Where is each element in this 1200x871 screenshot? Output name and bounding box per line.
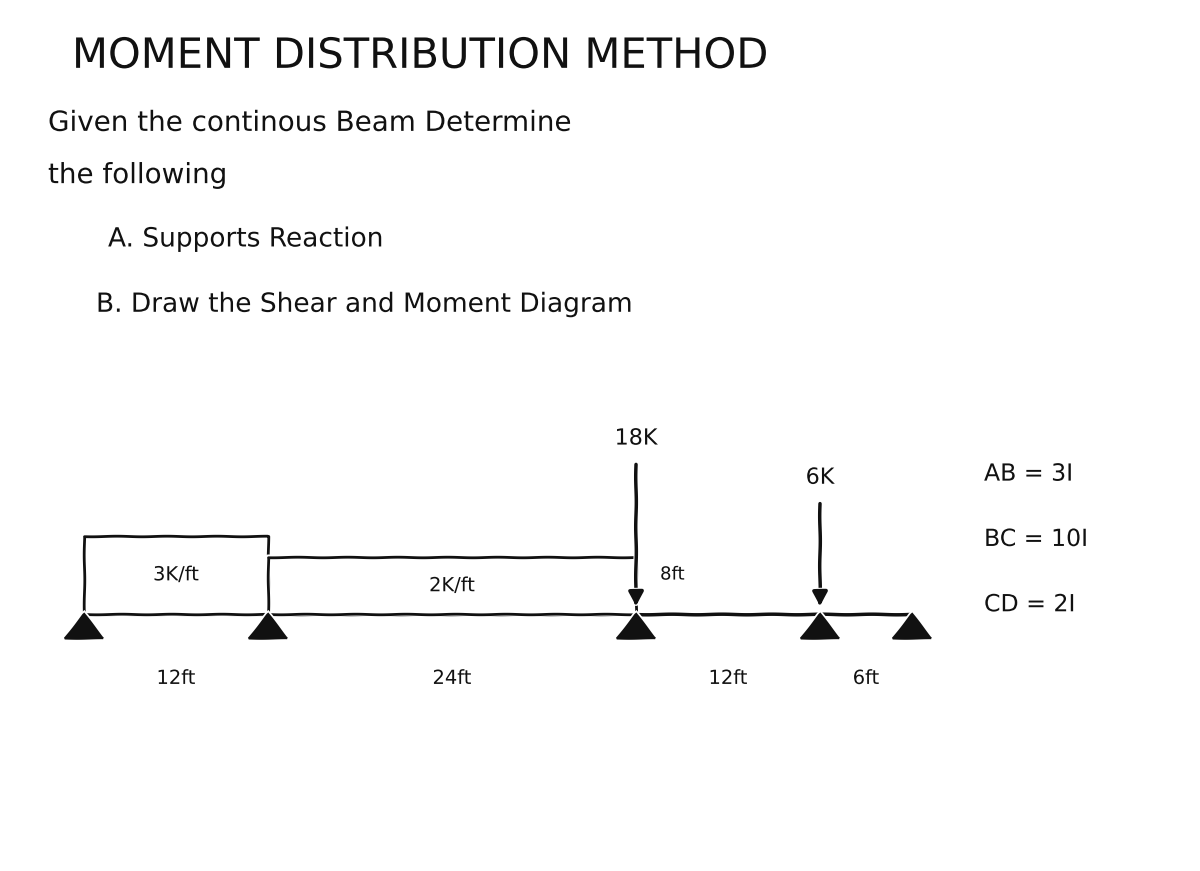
Text: BC = 10I: BC = 10I bbox=[984, 527, 1088, 551]
Polygon shape bbox=[248, 614, 287, 638]
Text: B. Draw the Shear and Moment Diagram: B. Draw the Shear and Moment Diagram bbox=[96, 292, 634, 318]
Polygon shape bbox=[800, 614, 839, 638]
Polygon shape bbox=[617, 614, 655, 638]
Text: 24ft: 24ft bbox=[432, 669, 472, 688]
Text: Given the continous Beam Determine: Given the continous Beam Determine bbox=[48, 109, 571, 137]
Text: 12ft: 12ft bbox=[708, 669, 748, 688]
Text: 18K: 18K bbox=[614, 429, 658, 449]
Text: the following: the following bbox=[48, 161, 227, 189]
Text: AB = 3I: AB = 3I bbox=[984, 462, 1073, 486]
Text: 12ft: 12ft bbox=[156, 669, 196, 688]
Text: 6K: 6K bbox=[805, 468, 834, 488]
Polygon shape bbox=[893, 614, 931, 638]
Text: A. Supports Reaction: A. Supports Reaction bbox=[108, 226, 384, 253]
Polygon shape bbox=[65, 614, 103, 638]
Text: CD = 2I: CD = 2I bbox=[984, 592, 1075, 617]
Text: 8ft: 8ft bbox=[660, 565, 684, 584]
Text: 3K/ft: 3K/ft bbox=[154, 565, 199, 584]
Text: MOMENT DISTRIBUTION METHOD: MOMENT DISTRIBUTION METHOD bbox=[72, 35, 769, 77]
Text: 6ft: 6ft bbox=[853, 669, 880, 688]
Text: 2K/ft: 2K/ft bbox=[430, 577, 475, 595]
